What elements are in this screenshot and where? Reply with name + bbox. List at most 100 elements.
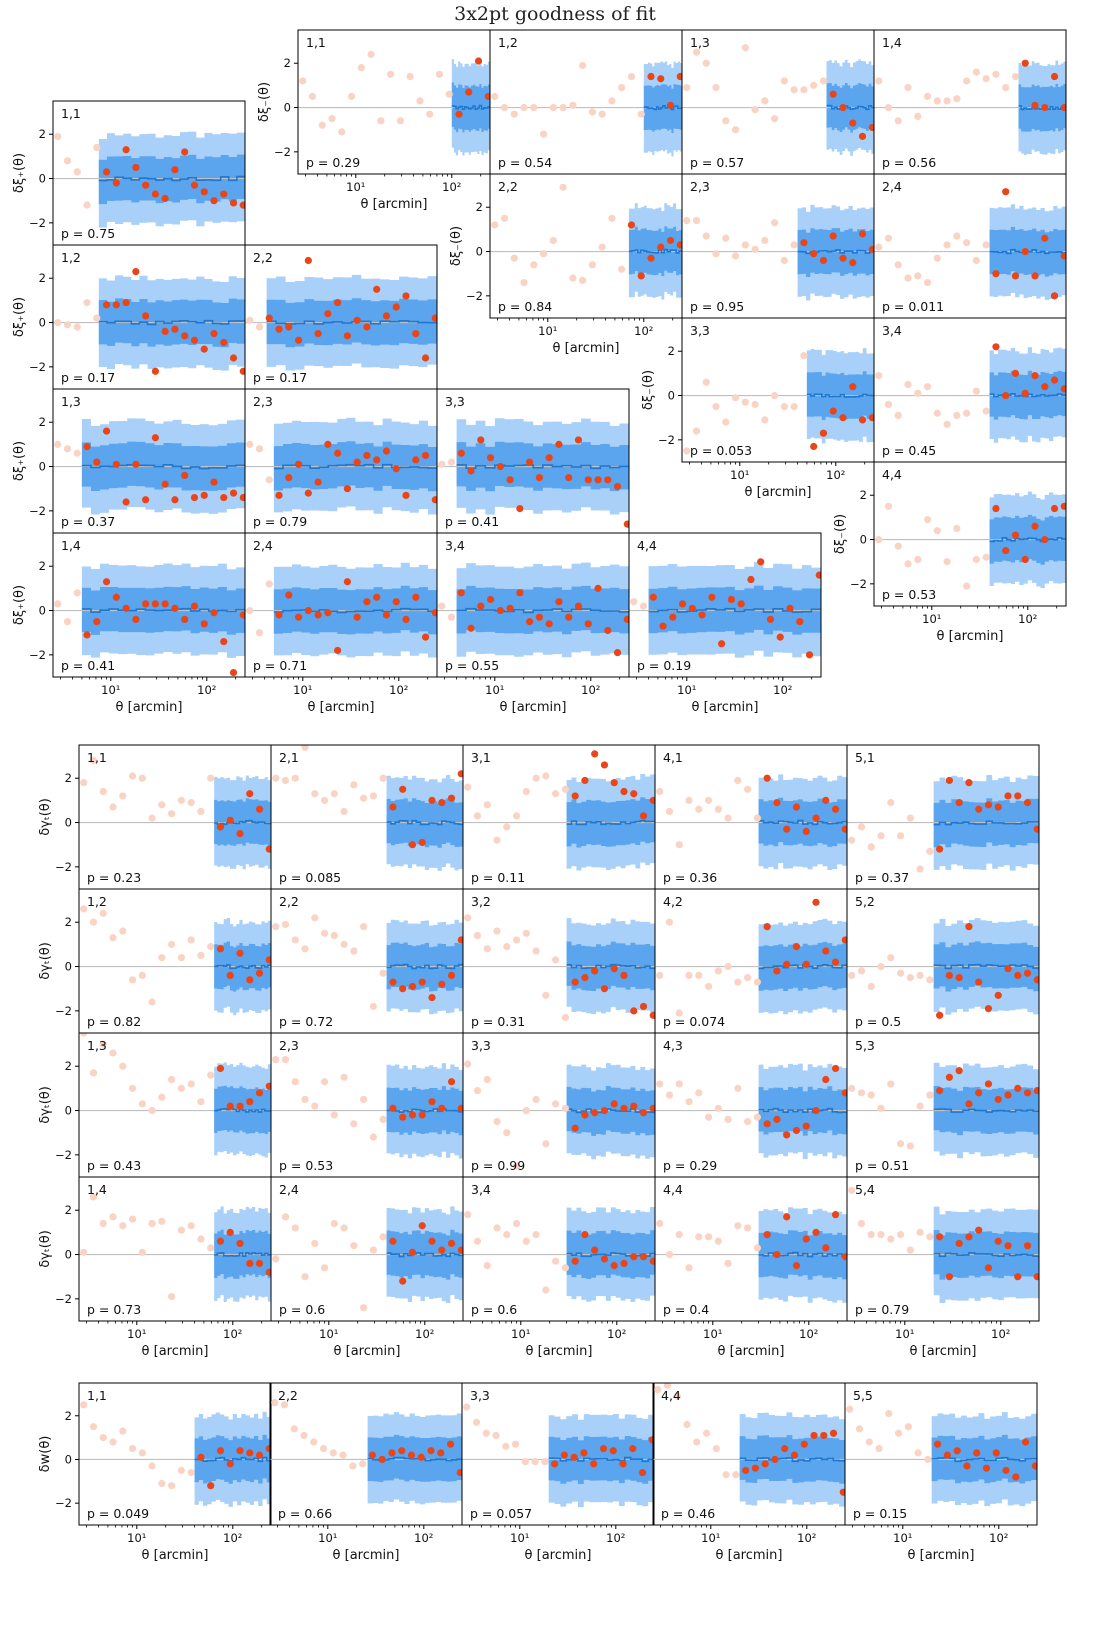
data-point	[581, 1231, 589, 1239]
masked-data-point	[923, 383, 932, 391]
data-point	[417, 1453, 425, 1461]
masked-data-point	[512, 1162, 521, 1170]
data-point	[314, 478, 322, 486]
data-point	[565, 474, 573, 482]
masked-data-point	[916, 865, 924, 873]
data-point	[849, 119, 857, 127]
masked-data-point	[379, 1115, 387, 1123]
data-point	[963, 1462, 971, 1470]
masked-data-point	[464, 783, 472, 791]
masked-data-point	[569, 101, 577, 109]
masked-data-point	[685, 796, 693, 804]
masked-data-point	[846, 1405, 854, 1413]
masked-data-point	[780, 77, 788, 85]
data-point	[239, 611, 245, 619]
data-point	[1060, 252, 1066, 260]
data-point	[822, 1075, 830, 1084]
data-point	[428, 1237, 436, 1245]
masked-data-point	[89, 1069, 98, 1077]
y-tick-label: −2	[466, 289, 483, 303]
panel-bin-label: 3,4	[445, 538, 465, 553]
panel-gamma_t-2-2: 2,2 p = 0.72	[270, 888, 464, 1034]
model-line	[797, 249, 874, 255]
data-point	[868, 245, 874, 253]
masked-data-point	[906, 1246, 914, 1254]
data-point	[965, 1233, 973, 1241]
data-point	[649, 1011, 655, 1019]
masked-data-point	[520, 103, 528, 112]
data-point	[142, 600, 150, 608]
y-tick-label: 2	[39, 415, 46, 429]
data-point	[610, 965, 618, 973]
x-tick-label: 10²	[415, 1327, 434, 1341]
masked-data-point	[1002, 84, 1010, 92]
data-point	[718, 640, 726, 648]
masked-data-point	[187, 936, 195, 944]
data-point	[418, 1111, 426, 1119]
data-point	[1012, 1473, 1020, 1481]
masked-data-point	[311, 1239, 319, 1248]
masked-data-point	[177, 1466, 185, 1474]
panel-gamma_t-1-3: 1,3 p = 0.43 2 0 −2 δγₜ(θ)	[38, 1032, 272, 1178]
masked-data-point	[463, 1403, 471, 1411]
x-axis-label: θ [arcmin]	[910, 1344, 977, 1359]
masked-data-point	[618, 265, 626, 273]
panel-plot-area	[53, 418, 245, 515]
masked-data-point	[963, 582, 971, 590]
panel-plot-area	[245, 562, 437, 658]
masked-data-point	[741, 44, 749, 52]
masked-data-point	[906, 1142, 914, 1150]
masked-data-point	[741, 398, 749, 406]
masked-data-point	[904, 84, 912, 92]
data-point	[324, 310, 332, 318]
data-point	[982, 1464, 991, 1472]
masked-data-point	[896, 1140, 905, 1148]
x-tick-label: 10¹	[485, 683, 504, 697]
panel-p-value: p = 0.45	[882, 443, 936, 458]
masked-data-point	[923, 278, 932, 287]
data-point	[190, 336, 199, 344]
panel-w-1-1: 1,1 p = 0.049 2 0 −2 δw(θ) 10¹ 10² θ [arcmin]	[38, 1382, 272, 1563]
masked-data-point	[500, 103, 509, 112]
y-tick-label: −2	[55, 1004, 72, 1018]
data-point	[399, 1277, 407, 1285]
masked-data-point	[73, 589, 81, 597]
data-point	[382, 611, 391, 619]
masked-data-point	[369, 1246, 377, 1254]
panel-p-value: p = 0.75	[61, 226, 115, 241]
panel-p-value: p = 0.55	[445, 658, 499, 673]
y-tick-label: 2	[39, 559, 46, 573]
x-tick-label: 10¹	[346, 180, 365, 194]
data-point	[810, 250, 818, 258]
panel-plot-area	[271, 914, 463, 1015]
data-point	[1060, 385, 1066, 393]
model-line	[81, 463, 245, 470]
masked-data-point	[714, 967, 722, 975]
data-point	[590, 1460, 598, 1468]
data-point	[239, 493, 245, 502]
model-line	[739, 1457, 845, 1463]
model-line	[214, 964, 271, 970]
masked-data-point	[761, 97, 769, 105]
panel-plot-area	[463, 1206, 655, 1302]
panel-gamma_t-5-4: 5,4 p = 0.79 10¹ 10² θ [arcmin]	[846, 1176, 1040, 1359]
panel-plot-area	[655, 898, 847, 1017]
data-point	[408, 1111, 417, 1119]
data-point	[438, 980, 446, 988]
panel-gamma_t-5-2: 5,2 p = 0.5	[846, 888, 1040, 1034]
masked-data-point	[396, 117, 404, 125]
data-point	[1014, 1084, 1022, 1092]
masked-data-point	[685, 1264, 693, 1272]
masked-data-point	[857, 823, 866, 831]
masked-data-point	[790, 86, 798, 94]
panel-xi_plus-3-3: 3,3 p = 0.41	[436, 388, 630, 534]
masked-data-point	[464, 914, 472, 922]
data-point	[975, 1089, 983, 1097]
model-line	[456, 607, 629, 614]
data-point	[265, 1268, 271, 1276]
data-point	[467, 467, 475, 475]
masked-data-point	[109, 934, 117, 942]
panel-xi_plus-4-4: 4,4 p = 0.19 10¹ 10² θ [arcmin]	[628, 532, 822, 715]
panel-plot-area	[463, 914, 655, 1022]
masked-data-point	[734, 776, 742, 785]
